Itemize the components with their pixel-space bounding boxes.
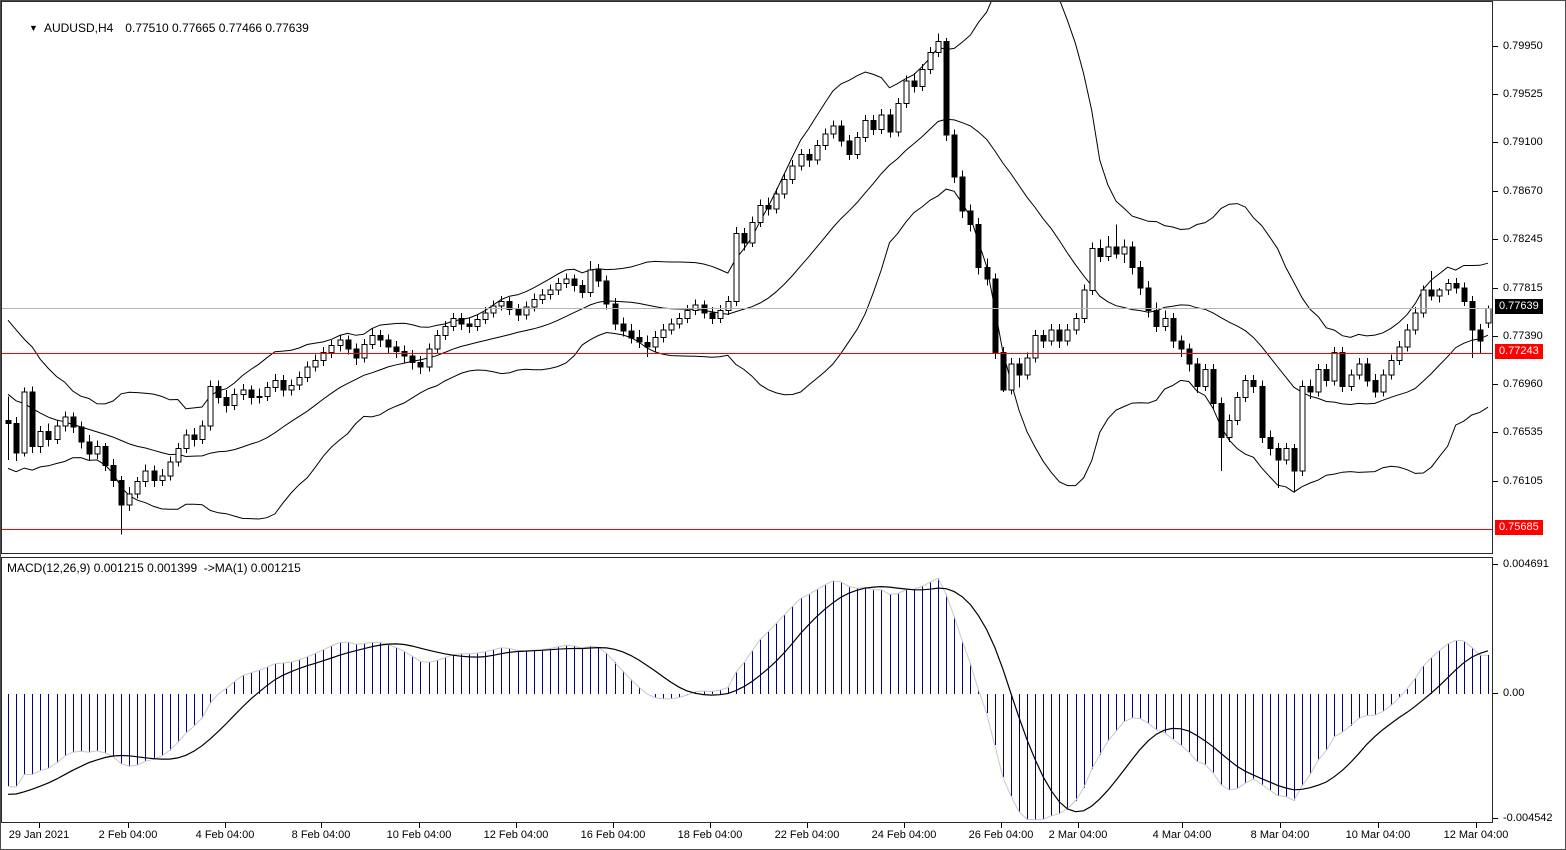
macd-tick-mark [1493,693,1498,694]
macd-tick-mark [1493,564,1498,565]
price-tick-mark [1493,288,1498,289]
date-tick-label: 12 Mar 04:00 [1443,829,1509,841]
date-tick-label: 10 Feb 04:00 [386,829,452,841]
macd-tick-mark [1493,818,1498,819]
macd-indicator-panel[interactable]: MACD(12,26,9) 0.001215 0.001399 ->MA(1) … [1,557,1493,823]
price-tick-mark [1493,191,1498,192]
date-tick-mark [321,823,322,828]
macd-main-line [7,577,1489,821]
price-tick-label: 0.79525 [1503,88,1543,100]
chart-dropdown-icon: ▼ [29,23,38,33]
price-tick-label: 0.76960 [1503,378,1543,390]
chart-title-ohlc: 0.77510 0.77665 0.77466 0.77639 [125,21,309,35]
price-tick-label: 0.78245 [1503,233,1543,245]
level-price-tag[interactable]: 0.75685 [1495,520,1543,535]
date-tick-mark [516,823,517,828]
price-chart-panel[interactable]: ▼ AUDUSD,H4 0.77510 0.77665 0.77466 0.7763… [1,1,1493,554]
date-tick-mark [1378,823,1379,828]
date-tick-mark [225,823,226,828]
date-tick-mark [613,823,614,828]
current-price-tag[interactable]: 0.77639 [1495,299,1543,314]
candlestick-chart[interactable] [2,2,1492,553]
date-tick-mark [807,823,808,828]
macd-tick-label: 0.00 [1503,687,1525,699]
date-tick-mark [1182,823,1183,828]
price-tick-label: 0.76105 [1503,475,1543,487]
date-tick-mark [710,823,711,828]
date-tick-label: 29 Jan 2021 [8,829,70,841]
price-tick-mark [1493,46,1498,47]
price-tick-mark [1493,94,1498,95]
macd-histogram [8,578,1489,820]
price-tick-label: 0.79950 [1503,40,1543,52]
date-tick-label: 10 Mar 04:00 [1345,829,1411,841]
macd-tick-label: -0.004542 [1503,812,1553,824]
price-tick-label: 0.77390 [1503,330,1543,342]
macd-tick-label: 0.004691 [1503,558,1549,570]
chart-title: ▼ AUDUSD,H4 0.77510 0.77665 0.77466 0.7763… [9,7,309,49]
date-tick-label: 12 Feb 04:00 [483,829,549,841]
date-tick-label: 16 Feb 04:00 [580,829,646,841]
macd-signal-line [7,585,1489,813]
date-axis: 29 Jan 2021 2 Feb 04:00 4 Feb 04:00 8 Feb 0… [1,823,1508,849]
price-tick-mark [1493,336,1498,337]
date-tick-label: 2 Mar 04:00 [1048,829,1108,841]
price-axis: 0.79950 0.79525 0.79100 0.78670 0.78245 0.778… [1493,1,1565,849]
price-tick-label: 0.77815 [1503,282,1543,294]
price-tick-mark [1493,384,1498,385]
bollinger-upper-band [7,2,1489,410]
price-tick-mark [1493,481,1498,482]
date-tick-label: 4 Mar 04:00 [1152,829,1212,841]
date-tick-mark [39,823,40,828]
price-tick-label: 0.79100 [1503,136,1543,148]
price-tick-mark [1493,142,1498,143]
bollinger-middle-band [7,118,1489,458]
level-price-tag[interactable]: 0.77243 [1495,344,1543,359]
date-tick-mark [904,823,905,828]
date-tick-label: 2 Feb 04:00 [98,829,158,841]
date-tick-mark [419,823,420,828]
macd-chart[interactable] [2,558,1492,822]
date-tick-label: 26 Feb 04:00 [968,829,1034,841]
date-tick-label: 8 Mar 04:00 [1250,829,1310,841]
price-tick-mark [1493,239,1498,240]
date-tick-label: 18 Feb 04:00 [677,829,743,841]
date-tick-mark [1001,823,1002,828]
chart-title-symbol: AUDUSD,H4 [43,21,114,35]
price-tick-mark [1493,432,1498,433]
date-tick-mark [128,823,129,828]
date-tick-label: 8 Feb 04:00 [291,829,351,841]
date-tick-label: 22 Feb 04:00 [774,829,840,841]
date-tick-mark [1078,823,1079,828]
date-tick-mark [1280,823,1281,828]
macd-indicator-label: MACD(12,26,9) 0.001215 0.001399 ->MA(1) … [7,561,301,575]
bollinger-lower-band [7,188,1489,520]
date-tick-label: 4 Feb 04:00 [195,829,255,841]
date-tick-label: 24 Feb 04:00 [871,829,937,841]
price-tick-label: 0.78670 [1503,185,1543,197]
date-tick-mark [1476,823,1477,828]
candles[interactable] [5,33,1492,535]
price-tick-label: 0.76535 [1503,426,1543,438]
